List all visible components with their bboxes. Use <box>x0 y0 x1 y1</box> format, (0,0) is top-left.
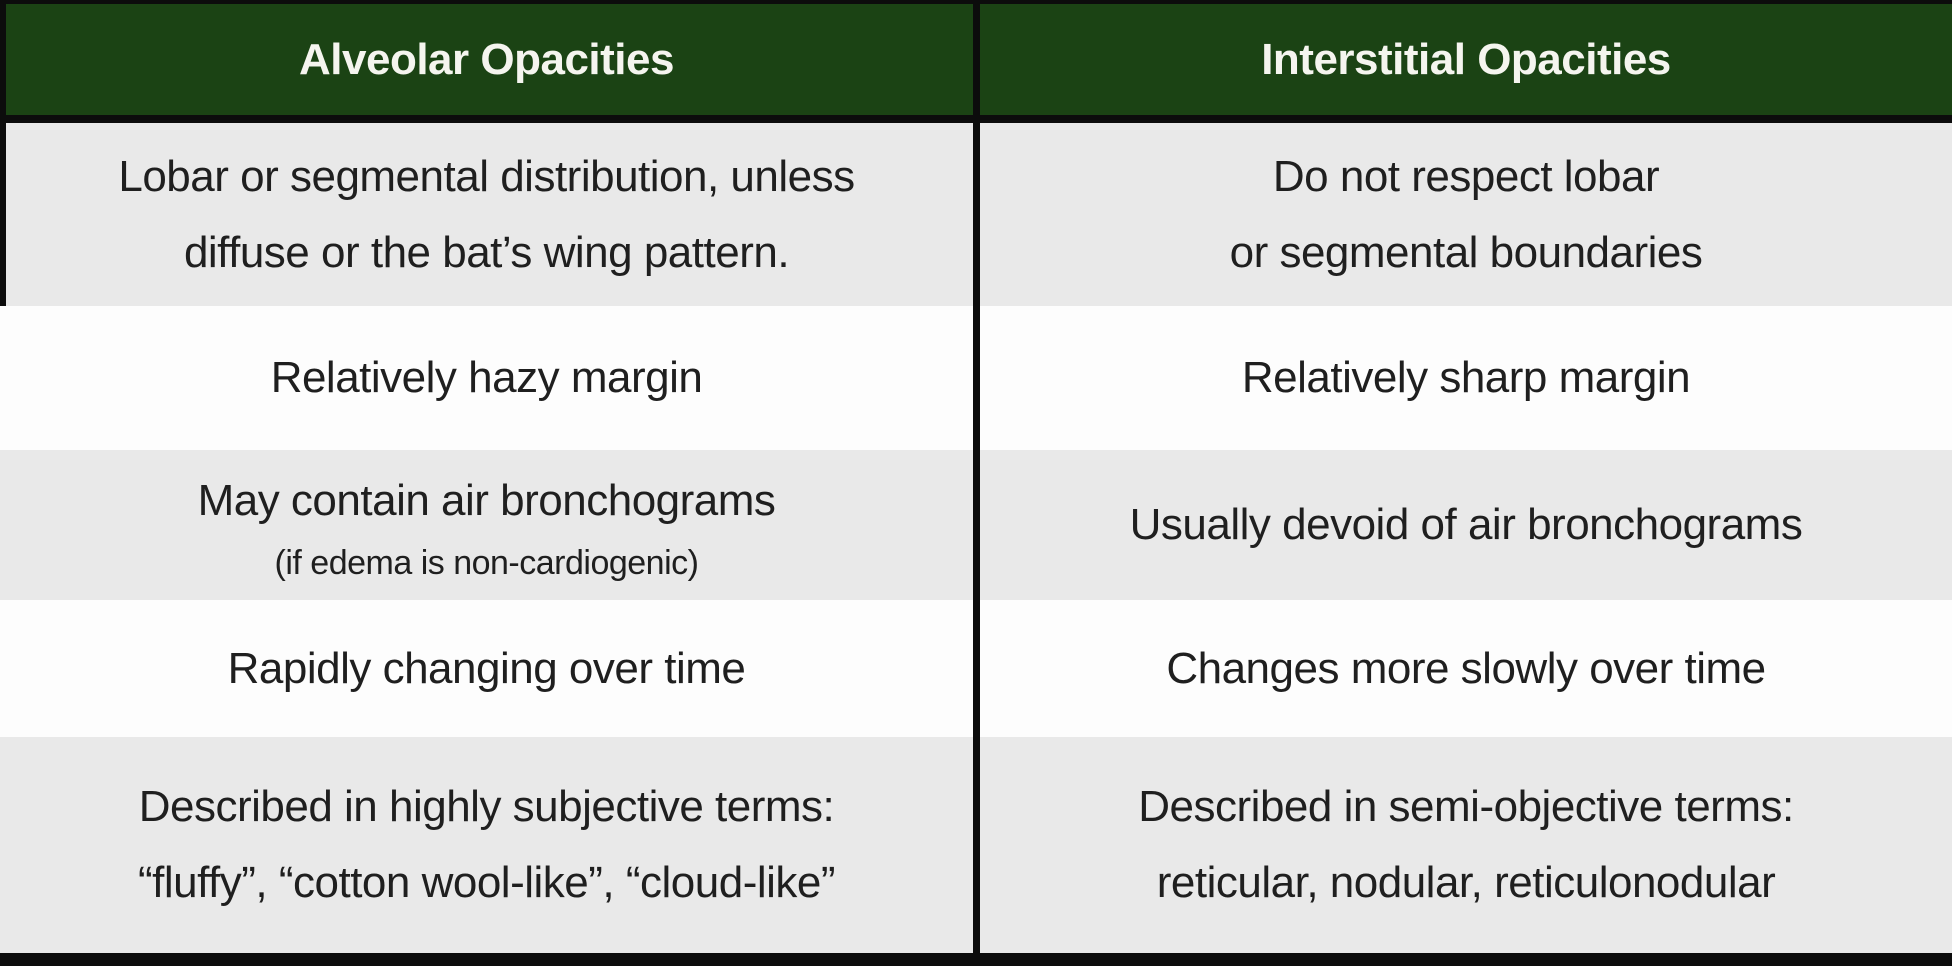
table-top-border <box>0 0 1952 4</box>
cell-text-line: Usually devoid of air bronchograms <box>1129 500 1803 549</box>
table-row: Relatively hazy margin Relatively sharp … <box>0 306 1952 450</box>
cell-text-line: “fluffy”, “cotton wool-like”, “cloud-lik… <box>137 858 836 907</box>
table-row: Described in highly subjective terms: “f… <box>0 737 1952 953</box>
cell-text-line: Relatively hazy margin <box>270 353 703 402</box>
cell-text-line: May contain air bronchograms <box>197 476 776 525</box>
column-divider <box>973 306 980 450</box>
column-divider <box>973 450 980 600</box>
cell-text-line: Do not respect lobar <box>1272 151 1660 201</box>
cell-distribution-interstitial: Do not respect lobar or segmental bounda… <box>980 123 1952 306</box>
cell-text-line: Changes more slowly over time <box>1166 643 1766 693</box>
cell-text-line: reticular, nodular, reticulonodular <box>1156 858 1776 907</box>
cell-text-line: Described in highly subjective terms: <box>138 782 835 831</box>
header-cell-alveolar: Alveolar Opacities <box>0 4 973 115</box>
table-row: Rapidly changing over time Changes more … <box>0 600 1952 737</box>
cell-distribution-alveolar: Lobar or segmental distribution, unless … <box>0 123 973 306</box>
column-divider <box>973 600 980 737</box>
cell-terms-alveolar: Described in highly subjective terms: “f… <box>0 737 973 953</box>
column-divider <box>973 737 980 953</box>
table-header-row: Alveolar Opacities Interstitial Opacitie… <box>0 4 1952 115</box>
column-divider <box>973 123 980 306</box>
cell-margin-interstitial: Relatively sharp margin <box>980 306 1952 450</box>
table-left-border <box>0 0 6 306</box>
header-cell-interstitial: Interstitial Opacities <box>980 4 1952 115</box>
table-row: May contain air bronchograms (if edema i… <box>0 450 1952 600</box>
cell-change-alveolar: Rapidly changing over time <box>0 600 973 737</box>
column-header-interstitial: Interstitial Opacities <box>1261 34 1671 84</box>
cell-change-interstitial: Changes more slowly over time <box>980 600 1952 737</box>
cell-text-line: Rapidly changing over time <box>227 643 746 693</box>
column-divider <box>973 4 980 115</box>
cell-margin-alveolar: Relatively hazy margin <box>0 306 973 450</box>
table-row: Lobar or segmental distribution, unless … <box>0 123 1952 306</box>
cell-text-line: Described in semi-objective terms: <box>1138 782 1794 831</box>
cell-terms-interstitial: Described in semi-objective terms: retic… <box>980 737 1952 953</box>
cell-text-line: or segmental boundaries <box>1229 227 1703 277</box>
table-bottom-border <box>0 953 1952 966</box>
cell-text-line: Lobar or segmental distribution, unless <box>118 151 855 201</box>
cell-bronchograms-interstitial: Usually devoid of air bronchograms <box>980 450 1952 600</box>
cell-text-line: Relatively sharp margin <box>1241 353 1691 402</box>
cell-text-subline: (if edema is non-cardiogenic) <box>274 544 699 582</box>
header-separator <box>0 115 1952 123</box>
column-header-alveolar: Alveolar Opacities <box>299 34 674 84</box>
cell-bronchograms-alveolar: May contain air bronchograms (if edema i… <box>0 450 973 600</box>
cell-text-line: diffuse or the bat’s wing pattern. <box>183 227 790 277</box>
